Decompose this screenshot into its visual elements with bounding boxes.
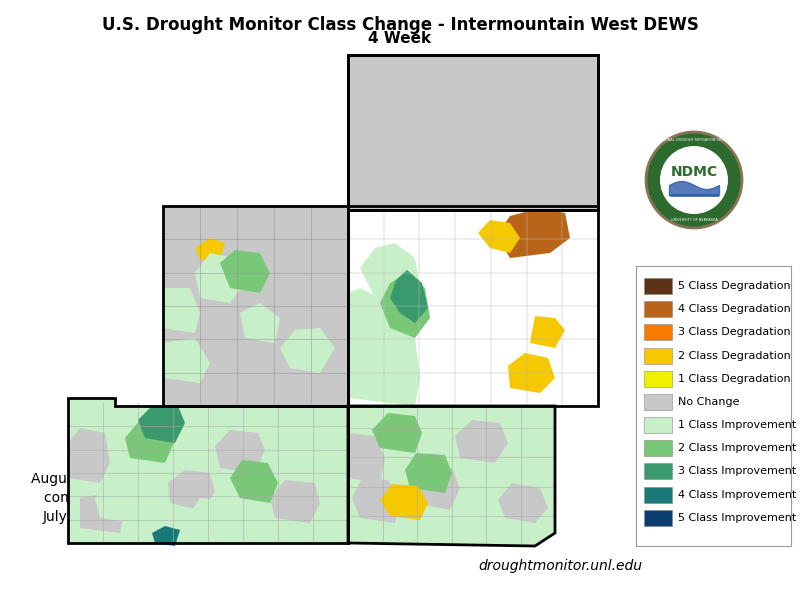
Polygon shape xyxy=(152,526,180,546)
Polygon shape xyxy=(410,465,460,510)
Bar xyxy=(644,440,672,456)
Text: NATIONAL DROUGHT MITIGATION CENTER: NATIONAL DROUGHT MITIGATION CENTER xyxy=(657,138,731,142)
Polygon shape xyxy=(195,238,225,260)
Bar xyxy=(636,266,791,546)
Polygon shape xyxy=(280,328,335,373)
Bar xyxy=(644,394,672,410)
Bar xyxy=(50,38,610,548)
Polygon shape xyxy=(68,428,110,483)
Text: droughtmonitor.unl.edu: droughtmonitor.unl.edu xyxy=(478,559,642,573)
Circle shape xyxy=(646,132,742,228)
Polygon shape xyxy=(125,420,175,463)
Text: 5 Class Degradation: 5 Class Degradation xyxy=(678,281,790,291)
Polygon shape xyxy=(455,420,508,463)
Polygon shape xyxy=(188,498,240,538)
Bar xyxy=(644,417,672,433)
Bar xyxy=(644,371,672,387)
Text: August 24, 2021
compared to
July 27, 2021: August 24, 2021 compared to July 27, 202… xyxy=(31,471,145,524)
Polygon shape xyxy=(230,460,278,503)
Polygon shape xyxy=(95,480,145,523)
Bar xyxy=(644,278,672,294)
Bar xyxy=(644,487,672,503)
Bar xyxy=(348,55,598,210)
Polygon shape xyxy=(348,288,420,406)
Polygon shape xyxy=(80,493,125,533)
Bar xyxy=(644,463,672,480)
Bar xyxy=(644,301,672,317)
Text: 1 Class Degradation: 1 Class Degradation xyxy=(678,374,790,384)
Polygon shape xyxy=(478,220,520,253)
Polygon shape xyxy=(498,483,548,523)
Polygon shape xyxy=(530,316,565,348)
Polygon shape xyxy=(390,270,428,323)
Polygon shape xyxy=(405,453,452,493)
Polygon shape xyxy=(352,478,400,523)
Text: 3 Class Improvement: 3 Class Improvement xyxy=(678,466,796,477)
Polygon shape xyxy=(270,480,320,523)
Polygon shape xyxy=(240,303,280,343)
Polygon shape xyxy=(138,406,185,443)
Text: 4 Class Improvement: 4 Class Improvement xyxy=(678,490,796,500)
Bar xyxy=(348,206,598,406)
Text: 3 Class Degradation: 3 Class Degradation xyxy=(678,327,790,337)
Polygon shape xyxy=(400,55,450,83)
Polygon shape xyxy=(195,253,245,303)
Polygon shape xyxy=(372,413,422,453)
Text: 4 Class Degradation: 4 Class Degradation xyxy=(678,304,790,314)
Circle shape xyxy=(660,146,728,214)
Polygon shape xyxy=(498,208,570,258)
Polygon shape xyxy=(508,353,555,393)
Polygon shape xyxy=(220,250,270,293)
Text: 2 Class Improvement: 2 Class Improvement xyxy=(678,443,796,453)
Text: NDMC: NDMC xyxy=(670,165,718,179)
Bar xyxy=(644,347,672,364)
Polygon shape xyxy=(415,128,470,163)
Polygon shape xyxy=(360,243,420,313)
Polygon shape xyxy=(348,406,555,546)
Text: 1 Class Improvement: 1 Class Improvement xyxy=(678,420,796,430)
Polygon shape xyxy=(348,123,390,168)
Text: U.S. Drought Monitor Class Change - Intermountain West DEWS: U.S. Drought Monitor Class Change - Inte… xyxy=(102,16,698,34)
Polygon shape xyxy=(168,470,215,510)
Bar xyxy=(348,55,598,210)
Polygon shape xyxy=(163,288,200,333)
Text: 4 Week: 4 Week xyxy=(369,31,431,46)
Bar xyxy=(644,324,672,340)
Text: No Change: No Change xyxy=(678,397,739,407)
Polygon shape xyxy=(163,338,210,383)
Polygon shape xyxy=(215,430,265,473)
Polygon shape xyxy=(380,273,430,338)
Polygon shape xyxy=(380,484,428,520)
Polygon shape xyxy=(510,55,598,98)
Polygon shape xyxy=(68,398,348,543)
Text: UNIVERSITY OF NEBRASKA: UNIVERSITY OF NEBRASKA xyxy=(670,218,718,222)
Text: 2 Class Degradation: 2 Class Degradation xyxy=(678,350,790,361)
Bar xyxy=(450,206,598,406)
Bar xyxy=(644,510,672,526)
Text: 5 Class Improvement: 5 Class Improvement xyxy=(678,513,796,523)
Polygon shape xyxy=(348,433,385,483)
Bar xyxy=(163,206,348,406)
